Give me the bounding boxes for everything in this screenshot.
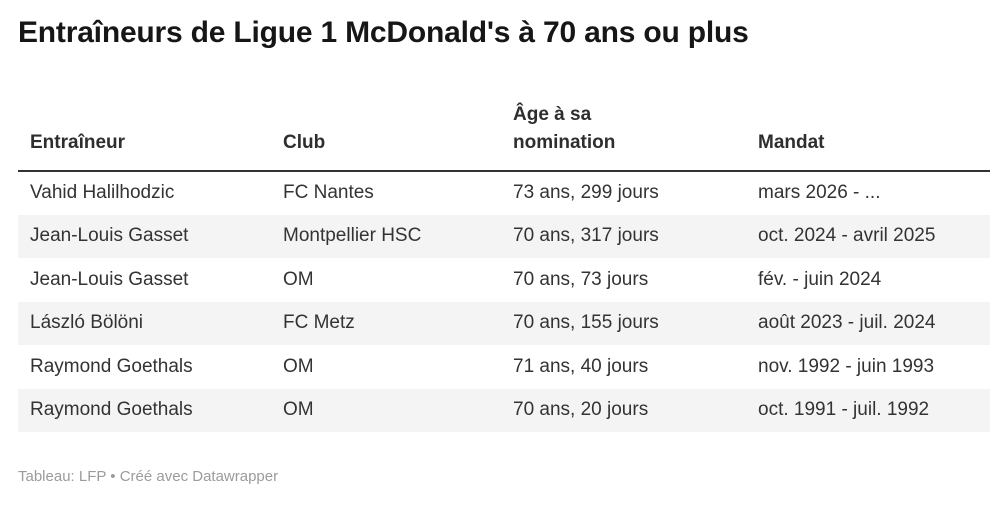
table-cell-mandat: août 2023 - juil. 2024 — [758, 312, 936, 334]
page-title: Entraîneurs de Ligue 1 McDonald's à 70 a… — [18, 16, 749, 49]
table-cell-mandat: mars 2026 - ... — [758, 182, 881, 204]
table-cell-age: 70 ans, 317 jours — [513, 225, 659, 247]
table-row: Raymond Goethals OM 70 ans, 20 jours oct… — [18, 388, 990, 432]
table-cell-age: 70 ans, 20 jours — [513, 399, 649, 421]
table-row: László Bölöni FC Metz 70 ans, 155 jours … — [18, 301, 990, 345]
table-cell-entraineur: Jean-Louis Gasset — [30, 225, 189, 247]
table-row: Raymond Goethals OM 71 ans, 40 jours nov… — [18, 345, 990, 389]
table-cell-mandat: oct. 1991 - juil. 1992 — [758, 399, 930, 421]
table-cell-mandat: oct. 2024 - avril 2025 — [758, 225, 936, 247]
column-header-age-nomination: Âge à sa nomination — [501, 95, 746, 172]
table-cell-entraineur: László Bölöni — [30, 312, 144, 334]
table-cell-club: FC Metz — [283, 312, 355, 334]
table-row: Vahid Halilhodzic FC Nantes 73 ans, 299 … — [18, 171, 990, 215]
data-table: Entraîneur Club Âge à sa nomination Mand… — [18, 95, 990, 432]
table-cell-club: Montpellier HSC — [283, 225, 422, 247]
table-cell-entraineur: Raymond Goethals — [30, 355, 193, 377]
table-cell-entraineur: Jean-Louis Gasset — [30, 268, 189, 290]
table-cell-age: 70 ans, 155 jours — [513, 312, 659, 334]
header-row: Entraîneur Club Âge à sa nomination Mand… — [18, 95, 990, 172]
table-cell-age: 71 ans, 40 jours — [513, 355, 649, 377]
table-cell-age: 73 ans, 299 jours — [513, 182, 659, 204]
table-row: Jean-Louis Gasset Montpellier HSC 70 ans… — [18, 214, 990, 258]
table-cell-mandat: nov. 1992 - juin 1993 — [758, 355, 935, 377]
footer-attribution: Tableau: LFP • Créé avec Datawrapper — [18, 468, 279, 485]
table-cell-club: OM — [283, 355, 314, 377]
table-cell-age: 70 ans, 73 jours — [513, 268, 649, 290]
column-header-club: Club — [271, 95, 501, 172]
table-row: Jean-Louis Gasset OM 70 ans, 73 jours fé… — [18, 258, 990, 302]
table-cell-entraineur: Raymond Goethals — [30, 399, 193, 421]
column-header-entraineur: Entraîneur — [18, 95, 271, 172]
table-cell-entraineur: Vahid Halilhodzic — [30, 182, 175, 204]
table-cell-club: OM — [283, 399, 314, 421]
column-header-mandat: Mandat — [746, 95, 990, 172]
table-cell-club: FC Nantes — [283, 182, 374, 204]
table-cell-club: OM — [283, 268, 314, 290]
table-cell-mandat: fév. - juin 2024 — [758, 268, 882, 290]
